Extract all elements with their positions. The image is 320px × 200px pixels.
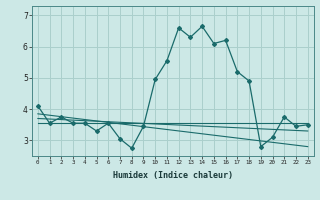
X-axis label: Humidex (Indice chaleur): Humidex (Indice chaleur) xyxy=(113,171,233,180)
